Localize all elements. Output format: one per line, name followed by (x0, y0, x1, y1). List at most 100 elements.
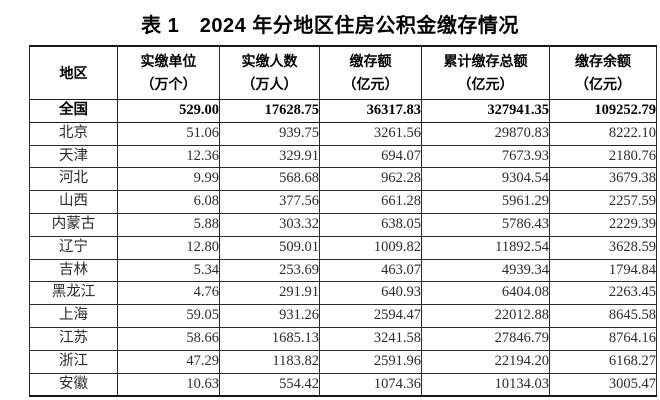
value-cell: 1074.36 (319, 372, 422, 397)
table-row-total: 全国 529.00 17628.75 36317.83 327941.35 109252.… (29, 99, 657, 123)
table-row: 安徽 10.63 554.42 1074.36 10134.03 3005.47 (29, 372, 657, 397)
table-row: 辽宁 12.80 509.01 1009.82 11892.54 3628.59 (29, 235, 657, 260)
value-cell: 9304.54 (421, 167, 550, 192)
value-cell: 3005.47 (549, 372, 657, 397)
value-cell: 9.99 (117, 167, 220, 192)
value-cell: 8645.58 (549, 304, 657, 328)
value-cell: 58.66 (117, 326, 220, 351)
value-cell: 2594.47 (319, 304, 422, 328)
column-unit: （万人） (241, 76, 298, 92)
value-cell: 931.26 (219, 304, 320, 328)
value-cell: 2257.59 (549, 190, 657, 214)
value-cell: 291.91 (219, 281, 320, 306)
value-cell: 51.06 (117, 121, 220, 146)
value-cell: 568.68 (219, 167, 320, 192)
column-unit: （亿元） (342, 76, 399, 92)
value-cell: 509.01 (219, 235, 320, 260)
region-cell: 辽宁 (29, 235, 118, 260)
value-cell: 253.69 (219, 258, 320, 283)
value-cell: 5.34 (117, 258, 220, 283)
value-cell: 377.56 (219, 190, 320, 214)
value-cell: 2591.96 (319, 349, 422, 374)
region-cell: 黑龙江 (29, 281, 118, 306)
value-cell: 5.88 (117, 212, 220, 237)
value-cell: 27846.79 (421, 326, 550, 351)
column-label: 实缴人数 (241, 53, 298, 69)
value-cell: 3679.38 (549, 167, 657, 192)
header-cell-cumulative-total: 累计缴存总额 （亿元） (421, 45, 550, 100)
column-unit: （亿元） (575, 76, 631, 92)
value-cell: 11892.54 (421, 235, 550, 260)
table-row: 天津 12.36 329.91 694.07 7673.93 2180.76 (29, 144, 657, 169)
value-cell: 1009.82 (319, 235, 422, 260)
value-cell: 1183.82 (219, 349, 320, 374)
header-cell-units-paid: 实缴单位 （万个） (117, 45, 220, 100)
region-cell: 北京 (29, 121, 118, 146)
value-cell: 5961.29 (421, 190, 550, 214)
region-cell: 江苏 (29, 326, 118, 351)
region-cell: 浙江 (29, 349, 118, 374)
value-cell: 4.76 (117, 281, 220, 306)
value-cell: 36317.83 (319, 99, 422, 123)
value-cell: 22012.88 (421, 304, 550, 328)
table-row: 黑龙江 4.76 291.91 640.93 6404.08 2263.45 (29, 281, 657, 306)
value-cell: 3628.59 (549, 235, 657, 260)
table-row: 上海 59.05 931.26 2594.47 22012.88 8645.58 (29, 304, 657, 328)
region-cell: 安徽 (29, 372, 118, 397)
column-unit: （万个） (140, 76, 197, 92)
value-cell: 939.75 (219, 121, 320, 146)
value-cell: 640.93 (319, 281, 422, 306)
value-cell: 1794.84 (549, 258, 657, 283)
value-cell: 661.28 (319, 190, 422, 214)
region-cell: 内蒙古 (29, 212, 118, 237)
value-cell: 10134.03 (421, 372, 550, 397)
region-cell: 上海 (29, 304, 118, 328)
value-cell: 8764.16 (549, 326, 657, 351)
value-cell: 4939.34 (421, 258, 550, 283)
table-row: 江苏 58.66 1685.13 3241.58 27846.79 8764.16 (29, 326, 657, 351)
value-cell: 6.08 (117, 190, 220, 214)
column-unit: （亿元） (457, 76, 514, 92)
table-body: 全国 529.00 17628.75 36317.83 327941.35 109252.… (29, 99, 657, 397)
table-row: 吉林 5.34 253.69 463.07 4939.34 1794.84 (29, 258, 657, 283)
region-cell: 吉林 (29, 258, 118, 283)
value-cell: 327941.35 (421, 99, 550, 123)
value-cell: 3261.56 (319, 121, 422, 146)
region-cell: 天津 (29, 144, 118, 169)
header-cell-deposit-amount: 缴存额 （亿元） (319, 45, 422, 100)
value-cell: 2180.76 (549, 144, 657, 169)
column-label: 累计缴存总额 (443, 53, 528, 69)
value-cell: 1685.13 (219, 326, 320, 351)
table-row: 河北 9.99 568.68 962.28 9304.54 3679.38 (29, 167, 657, 192)
table-row: 山西 6.08 377.56 661.28 5961.29 2257.59 (29, 190, 657, 214)
value-cell: 29870.83 (421, 121, 550, 146)
value-cell: 17628.75 (219, 99, 320, 123)
value-cell: 6168.27 (549, 349, 657, 374)
column-label: 缴存额 (349, 53, 392, 69)
header-cell-region: 地区 (29, 45, 118, 100)
table-row: 浙江 47.29 1183.82 2591.96 22194.20 6168.27 (29, 349, 657, 374)
column-label: 实缴单位 (140, 53, 197, 69)
value-cell: 2229.39 (549, 212, 657, 237)
value-cell: 109252.79 (549, 99, 657, 123)
value-cell: 12.80 (117, 235, 220, 260)
header-cell-deposit-balance: 缴存余额 （亿元） (549, 45, 657, 100)
value-cell: 5786.43 (421, 212, 550, 237)
value-cell: 554.42 (219, 372, 320, 397)
value-cell: 22194.20 (421, 349, 550, 374)
header-row: 地区 实缴单位 （万个） 实缴人数 （万人） 缴存额 （亿元） 累计缴存总额 (29, 45, 657, 100)
header-cell-people-paid: 实缴人数 （万人） (219, 45, 320, 100)
value-cell: 329.91 (219, 144, 320, 169)
value-cell: 47.29 (117, 349, 220, 374)
value-cell: 962.28 (319, 167, 422, 192)
value-cell: 7673.93 (421, 144, 550, 169)
column-label: 缴存余额 (575, 53, 631, 69)
value-cell: 10.63 (117, 372, 220, 397)
region-cell: 河北 (29, 167, 118, 192)
value-cell: 2263.45 (549, 281, 657, 306)
value-cell: 12.36 (117, 144, 220, 169)
column-label: 地区 (59, 64, 88, 81)
table-row: 内蒙古 5.88 303.32 638.05 5786.43 2229.39 (29, 212, 657, 237)
region-cell: 山西 (29, 190, 118, 214)
